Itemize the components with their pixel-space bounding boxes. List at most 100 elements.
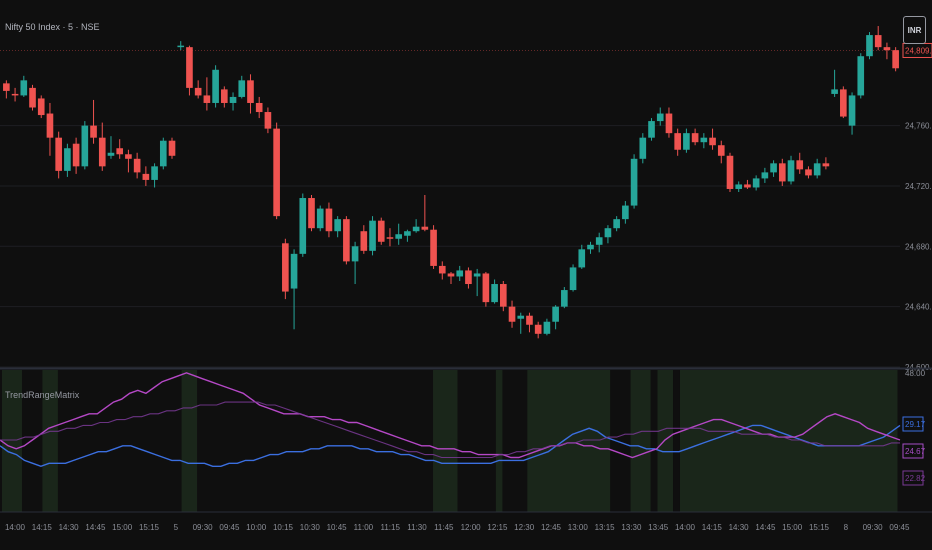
time-axis-label: 10:30: [300, 523, 321, 532]
candle-body: [857, 56, 865, 96]
candle-body: [630, 158, 638, 206]
indicator-value-label: 29.17: [905, 420, 926, 429]
time-axis-label: 12:15: [487, 523, 508, 532]
candle-body: [316, 208, 324, 229]
candle-body: [229, 96, 237, 103]
candle-body: [526, 315, 533, 325]
candle-body: [534, 324, 542, 334]
candle-body: [421, 226, 429, 230]
candle-body: [177, 45, 185, 48]
indicator-name[interactable]: TrendRangeMatrix: [5, 390, 80, 400]
candle-body: [46, 113, 54, 138]
time-axis-label: 14:00: [5, 523, 26, 532]
candle-body: [813, 163, 821, 176]
candle-body: [386, 237, 394, 239]
candle-body: [499, 284, 507, 307]
candle-body: [543, 321, 551, 334]
time-axis-label: 10:15: [273, 523, 294, 532]
candle-body: [840, 89, 847, 117]
time-axis-label: 15:00: [782, 523, 803, 532]
indicator-value-tag: [902, 470, 924, 486]
candle-body: [805, 169, 812, 176]
candle-body: [447, 273, 455, 277]
price-axis-label: 24,720.00: [905, 182, 932, 191]
time-axis-label: 15:15: [139, 523, 160, 532]
candle-body: [282, 243, 289, 292]
candle-body: [735, 184, 743, 189]
time-axis-label: 09:45: [889, 523, 910, 532]
candle-body: [438, 265, 446, 274]
time-axis-label: 14:45: [755, 523, 776, 532]
candle-body: [125, 154, 132, 159]
range-zone: [181, 370, 198, 512]
range-zone: [42, 370, 58, 512]
candle-body: [822, 163, 830, 167]
time-axis-label: 11:15: [380, 523, 400, 532]
time-axis-label: 13:30: [621, 523, 642, 532]
currency-button[interactable]: INR: [903, 16, 926, 44]
candle-body: [133, 158, 141, 173]
time-axis-label: 15:00: [112, 523, 133, 532]
candle-body: [770, 163, 777, 173]
candle-body: [37, 98, 45, 116]
candle-body: [81, 125, 89, 167]
candle-body: [203, 95, 211, 103]
candle-body: [404, 231, 411, 236]
candle-body: [325, 208, 333, 232]
range-zone: [679, 370, 898, 512]
price-axis-label: 24,640.00: [905, 303, 932, 312]
indicator-axis-top-label: 48.00: [905, 369, 926, 378]
candle-body: [613, 219, 620, 229]
candle-body: [212, 69, 219, 103]
time-axis-label: 15:15: [809, 523, 830, 532]
time-axis-label: 10:45: [327, 523, 348, 532]
time-axis-label: 13:15: [595, 523, 616, 532]
time-axis-label: 5: [174, 523, 179, 532]
indicator-line-0: [0, 424, 901, 468]
candle-body: [674, 133, 681, 150]
candle-body: [508, 306, 516, 322]
candle-body: [151, 166, 158, 180]
time-axis-label: 14:15: [702, 523, 723, 532]
candle-body: [595, 237, 603, 245]
time-axis-label: 14:00: [675, 523, 696, 532]
candle-body: [744, 184, 751, 188]
candle-body: [142, 173, 150, 180]
candle-body: [473, 273, 481, 277]
time-axis-label: 14:15: [32, 523, 53, 532]
candle-body: [168, 140, 176, 156]
candle-body: [194, 87, 202, 96]
candle-body: [709, 137, 716, 146]
candle-body: [883, 47, 891, 51]
time-axis-label: 13:00: [568, 523, 589, 532]
candle-body: [796, 160, 804, 170]
candle-body: [717, 145, 725, 156]
candle-body: [343, 219, 350, 262]
candle-body: [874, 35, 882, 48]
candle-body: [456, 270, 464, 277]
candle-body: [665, 113, 673, 134]
candle-body: [552, 306, 559, 322]
time-axis-label: 09:30: [863, 523, 884, 532]
time-axis-label: 11:45: [434, 523, 454, 532]
candle-body: [691, 133, 699, 143]
candle-body: [482, 273, 490, 303]
candle-body: [726, 155, 734, 189]
candle-body: [465, 270, 472, 285]
candle-body: [186, 47, 193, 88]
candle-body: [761, 172, 769, 179]
candle-body: [64, 148, 71, 171]
candle-body: [866, 35, 873, 57]
candle-body: [290, 253, 298, 289]
symbol-title[interactable]: Nifty 50 Index · 5 · NSE: [5, 22, 100, 32]
time-axis-label: 09:45: [219, 523, 240, 532]
candle-body: [221, 89, 228, 103]
candle-body: [831, 89, 838, 94]
candle-body: [395, 234, 403, 239]
candle-body: [247, 80, 254, 103]
time-axis-label: 14:45: [85, 523, 106, 532]
candle-body: [20, 80, 28, 96]
range-zone: [2, 370, 22, 512]
